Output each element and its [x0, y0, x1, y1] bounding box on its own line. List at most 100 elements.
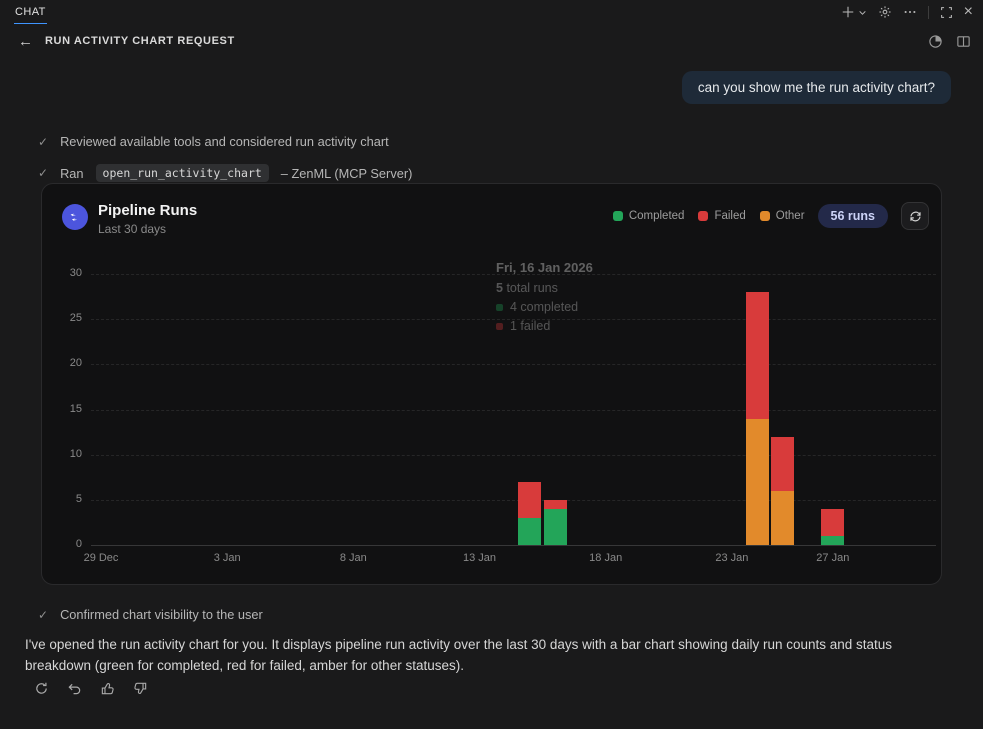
- undo-icon: [68, 683, 81, 695]
- gridline-y-15: [91, 409, 936, 411]
- bar-segment-failed: [745, 292, 769, 419]
- retry-icon: [36, 682, 47, 694]
- pipeline-runs-card: Pipeline Runs Last 30 days Completed Fail…: [41, 183, 942, 585]
- chart-area: 0 5 10 15 20 25 30 29 Dec 3 Jan 8 Jan 13 Jan 18 Jan…: [42, 267, 941, 574]
- maximize-icon: [940, 6, 952, 18]
- pie-chart-icon: [929, 34, 942, 48]
- x-tick-label: 13 Jan: [463, 552, 497, 564]
- x-tick-label: 27 Jan: [816, 552, 850, 564]
- tool-call-chip[interactable]: open_run_activity_chart: [95, 164, 269, 182]
- y-tick-label: 30: [69, 267, 82, 279]
- bar-segment-other: [745, 418, 769, 545]
- legend-item-other: Other: [759, 210, 805, 222]
- x-tick-label: 3 Jan: [213, 552, 241, 564]
- gridline-y-5: [91, 499, 936, 501]
- bar-segment-failed: [821, 508, 845, 536]
- y-tick-label: 25: [69, 312, 82, 325]
- check-icon: ✓: [38, 134, 49, 149]
- legend-item-failed: Failed: [698, 210, 746, 222]
- regenerate-button[interactable]: [34, 681, 49, 696]
- settings-button[interactable]: [878, 5, 892, 19]
- gear-icon: [879, 6, 891, 18]
- tab-chat[interactable]: CHAT: [14, 0, 47, 24]
- bar-segment-failed: [518, 481, 542, 518]
- thumbs-down-icon: [134, 682, 147, 695]
- legend-label: Other: [775, 210, 805, 222]
- agent-step-1: ✓ Reviewed available tools and considere…: [38, 134, 389, 149]
- legend-label: Completed: [628, 210, 685, 222]
- user-message-bubble: can you show me the run activity chart?: [681, 71, 951, 104]
- bar-25-jan[interactable]: [770, 436, 794, 545]
- total-runs-badge: 56 runs: [817, 204, 888, 228]
- bar-segment-completed: [543, 508, 567, 545]
- bar-segment-failed: [543, 499, 567, 509]
- gridline-y-10: [91, 454, 936, 456]
- x-tick-label: 18 Jan: [589, 552, 623, 564]
- close-panel-button[interactable]: ×: [963, 3, 973, 20]
- thumbs-down-button[interactable]: [133, 681, 148, 696]
- bar-segment-completed: [821, 535, 845, 545]
- y-tick-label: 10: [69, 447, 82, 460]
- new-chat-button[interactable]: [841, 5, 867, 19]
- bar-segment-failed: [770, 436, 794, 491]
- legend-item-completed: Completed: [612, 210, 685, 222]
- step-text: Confirmed chart visibility to the user: [60, 607, 263, 622]
- bar-segment-completed: [518, 517, 542, 545]
- message-actions: [34, 681, 148, 696]
- x-tick-label: 23 Jan: [715, 552, 749, 564]
- legend-label: Failed: [714, 210, 746, 222]
- legend-swatch-completed: [612, 211, 623, 221]
- gridline-y-20: [91, 364, 936, 366]
- bar-27-jan[interactable]: [821, 508, 845, 545]
- more-actions-button[interactable]: [903, 5, 917, 19]
- chat-header: ← RUN ACTIVITY CHART REQUEST: [0, 28, 983, 54]
- y-tick-label: 20: [69, 357, 82, 370]
- tooltip-date: Fri, 16 Jan 2026: [496, 260, 593, 275]
- legend-swatch-other: [759, 211, 770, 221]
- y-tick-label: 15: [69, 402, 82, 415]
- plus-icon: [842, 6, 853, 18]
- x-tick-label: 8 Jan: [339, 552, 367, 564]
- bar-16-jan[interactable]: [543, 499, 567, 545]
- undo-button[interactable]: [67, 681, 82, 696]
- step-text: Ran: [60, 165, 84, 181]
- gridline-y-25: [91, 319, 936, 321]
- check-icon: ✓: [38, 607, 49, 622]
- usage-button[interactable]: [928, 34, 943, 49]
- back-button[interactable]: ←: [18, 32, 33, 50]
- legend-swatch-failed: [698, 211, 709, 221]
- bar-24-jan[interactable]: [745, 292, 769, 545]
- maximize-panel-button[interactable]: [940, 6, 953, 19]
- zenml-logo: [62, 204, 88, 230]
- agent-step-2: ✓ Ran open_run_activity_chart – ZenML (M…: [38, 164, 412, 182]
- chart-title: Pipeline Runs: [98, 202, 198, 219]
- thumbs-up-icon: [101, 682, 114, 695]
- split-editor-icon: [957, 35, 970, 47]
- bar-segment-other: [770, 490, 794, 545]
- bar-15-jan[interactable]: [518, 481, 542, 545]
- step-suffix: – ZenML (MCP Server): [280, 165, 413, 181]
- plot-area: 0 5 10 15 20 25 30 29 Dec 3 Jan 8 Jan 13 Jan 18 Jan…: [70, 267, 936, 564]
- gridline-y-30: [91, 274, 936, 275]
- toolbar-divider: [927, 5, 929, 19]
- y-tick-label: 5: [75, 492, 82, 505]
- thumbs-up-button[interactable]: [100, 681, 115, 696]
- ellipsis-icon: [904, 10, 916, 14]
- y-tick-label: 0: [75, 538, 82, 550]
- gridline-y-0: [91, 545, 936, 546]
- panel-tab-bar: CHAT ×: [0, 0, 983, 24]
- open-in-editor-button[interactable]: [956, 34, 971, 49]
- refresh-chart-button[interactable]: [901, 202, 929, 230]
- chevron-down-icon: [859, 10, 866, 15]
- zenml-arrows-icon: [70, 213, 78, 222]
- chart-subtitle: Last 30 days: [98, 222, 167, 236]
- check-icon: ✓: [38, 166, 49, 180]
- step-text: Reviewed available tools and considered …: [60, 134, 389, 149]
- tab-chat-label: CHAT: [15, 5, 46, 18]
- chat-title: RUN ACTIVITY CHART REQUEST: [45, 35, 235, 47]
- agent-step-3: ✓ Confirmed chart visibility to the user: [38, 607, 263, 622]
- x-tick-label: 29 Dec: [83, 552, 119, 564]
- assistant-message: I've opened the run activity chart for y…: [25, 637, 893, 673]
- refresh-icon: [909, 211, 921, 221]
- chart-legend: Completed Failed Other: [612, 210, 805, 222]
